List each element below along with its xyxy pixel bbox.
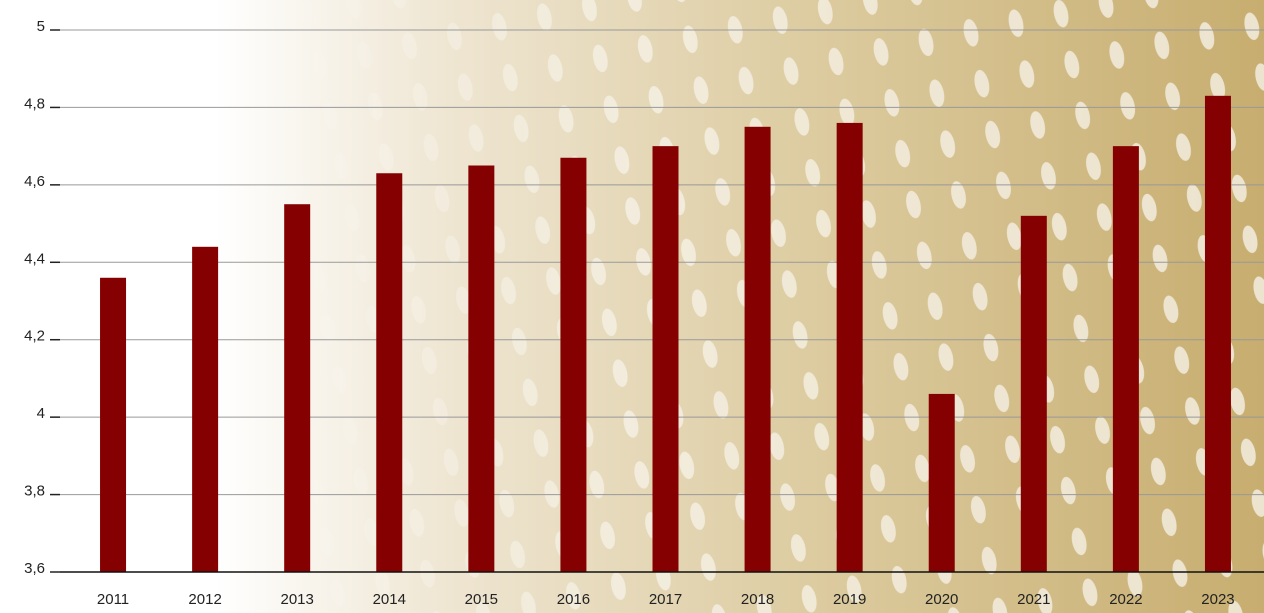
y-tick-label: 4,4	[24, 250, 45, 267]
bar	[284, 204, 311, 572]
x-tick-label: 2017	[649, 591, 682, 608]
x-tick-label: 2012	[188, 591, 221, 608]
bar	[468, 165, 495, 572]
y-tick-label: 4,6	[24, 173, 45, 190]
y-tick-label: 5	[37, 18, 45, 35]
x-tick-label: 2014	[373, 591, 406, 608]
y-tick-label: 4,2	[24, 328, 45, 345]
bar	[376, 173, 403, 572]
x-tick-label: 2019	[833, 591, 866, 608]
y-tick-label: 3,6	[24, 560, 45, 577]
x-tick-label: 2022	[1109, 591, 1142, 608]
x-tick-label: 2013	[281, 591, 314, 608]
x-tick-label: 2011	[97, 591, 129, 608]
x-tick-label: 2023	[1201, 591, 1234, 608]
x-tick-label: 2016	[557, 591, 590, 608]
bar	[1020, 215, 1047, 573]
x-tick-label: 2015	[465, 591, 498, 608]
x-tick-label: 2021	[1017, 591, 1050, 608]
bar	[928, 393, 955, 572]
y-tick-label: 3,8	[24, 483, 45, 500]
y-tick-label: 4,8	[24, 95, 45, 112]
x-tick-label: 2018	[741, 591, 774, 608]
bar	[652, 146, 679, 572]
x-tick-label: 2020	[925, 591, 958, 608]
bar	[1204, 95, 1231, 573]
bar	[560, 157, 587, 572]
bar	[192, 246, 219, 573]
y-tick-label: 4	[37, 405, 45, 422]
bar	[836, 122, 863, 573]
bar	[1112, 146, 1139, 572]
bar	[744, 126, 771, 573]
bar	[100, 277, 127, 572]
